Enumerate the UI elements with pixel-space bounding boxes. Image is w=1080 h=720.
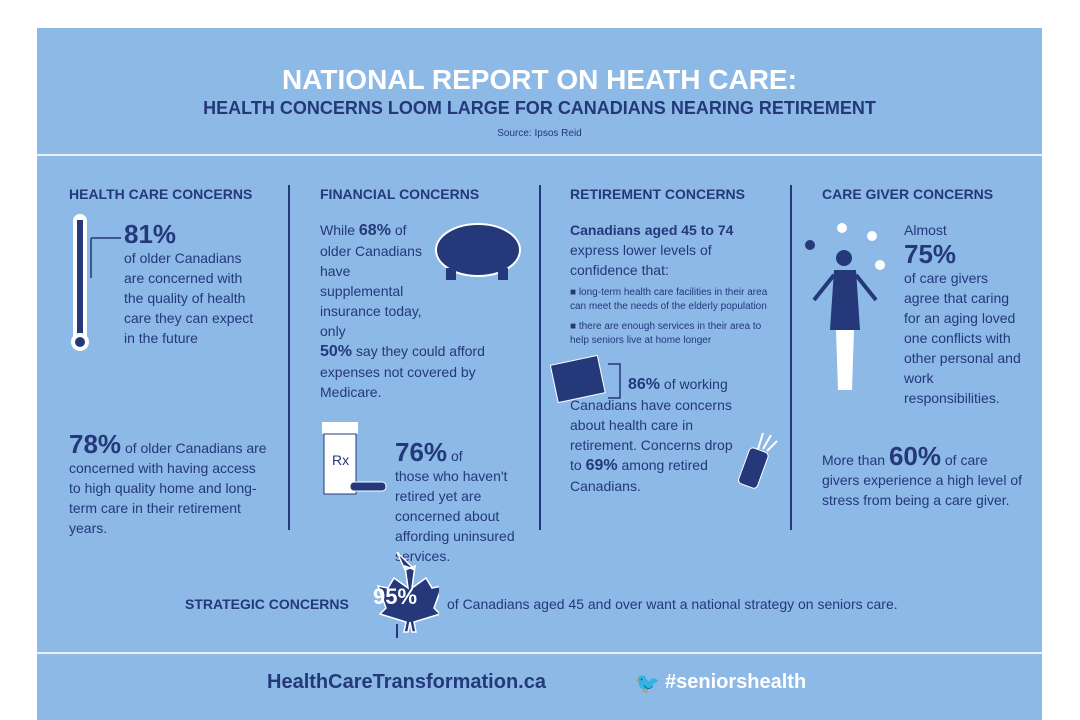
strategic-text: of Canadians aged 45 and over want a nat… [447, 596, 898, 612]
prescription-bottle-icon: Rx [322, 422, 387, 495]
financial-stat-2: 50% [320, 343, 353, 360]
maple-leaf-icon [376, 551, 439, 638]
page-subtitle: HEALTH CONCERNS LOOM LARGE FOR CANADIANS… [203, 98, 876, 118]
bullet-item: there are enough services in their area … [570, 321, 762, 346]
health-heading: HEALTH CARE CONCERNS [69, 186, 253, 202]
retirement-text-1: express lower levels of confidence that: [570, 242, 712, 278]
svg-text:Rx: Rx [332, 452, 349, 468]
hashtag[interactable]: #seniorshealth [665, 671, 807, 693]
health-care-column: HEALTH CARE CONCERNS 81% of older Canadi… [69, 186, 294, 538]
retirement-lead: Canadians aged 45 to 74 [570, 222, 734, 238]
retirement-stat-3: 69% [585, 457, 618, 474]
page-title: NATIONAL REPORT ON HEATH CARE: [282, 64, 797, 95]
health-text-1: of older Canadians are concerned with th… [124, 250, 254, 346]
divider [37, 652, 1042, 654]
financial-stat-3: 76% [395, 437, 448, 467]
caregiver-stat-2: 60% [888, 441, 941, 471]
retirement-heading: RETIREMENT CONCERNS [570, 186, 746, 202]
source: Source: Ipsos Reid [497, 128, 582, 139]
caregiver-pre-2: More than [822, 452, 886, 468]
retirement-text-2a: of working [663, 376, 728, 392]
caregiver-column: CARE GIVER CONCERNS Almost 75% of care g… [805, 186, 1047, 510]
strategic-heading: STRATEGIC CONCERNS [185, 596, 349, 612]
health-stat-2: 78% [69, 429, 122, 459]
column-divider [288, 185, 290, 530]
financial-text-3: those who haven't retired yet are concer… [395, 468, 515, 564]
website-link[interactable]: HealthCareTransformation.ca [267, 671, 546, 693]
divider [37, 154, 1042, 156]
financial-text-1: of older Canadians have supplemental ins… [320, 222, 422, 339]
financial-pre: While [320, 222, 356, 238]
thermometer-icon [71, 214, 121, 351]
retirement-text-3: among retired Canadians. [570, 457, 708, 494]
caregiver-pre: Almost [904, 222, 947, 238]
caregiver-text-2: of care givers experience a high level o… [822, 452, 1023, 508]
caregiver-heading: CARE GIVER CONCERNS [822, 186, 994, 202]
column-divider [539, 185, 541, 530]
piggy-bank-icon [435, 223, 521, 280]
caregiver-stat-1: 75% [904, 239, 957, 269]
bullet-item: long-term health care facilities in thei… [570, 287, 768, 312]
retirement-text-2: Canadians have concerns about health car… [570, 397, 733, 473]
financial-text-3a: of [450, 448, 463, 464]
financial-text-2: say they could afford expenses not cover… [320, 343, 485, 400]
infographic-panel: NATIONAL REPORT ON HEATH CARE: HEALTH CO… [37, 28, 1042, 720]
briefcase-icon [550, 354, 621, 404]
strategic-stat: 95% [373, 584, 418, 609]
column-divider [790, 185, 792, 530]
financial-stat-1: 68% [358, 222, 391, 239]
caregiver-text-1: of care givers agree that caring for an … [904, 270, 1021, 406]
health-text-2: of older Canadians are concerned with ha… [69, 440, 267, 536]
retirement-column: RETIREMENT CONCERNS Canadians aged 45 to… [550, 186, 795, 496]
juggling-caregiver-icon [805, 223, 885, 390]
twitter-icon: 🐦 [635, 673, 660, 695]
health-stat-1: 81% [124, 219, 177, 249]
retirement-stat-2: 86% [628, 376, 661, 393]
financial-heading: FINANCIAL CONCERNS [320, 186, 480, 202]
financial-column: FINANCIAL CONCERNS While 68% of older Ca… [320, 186, 545, 566]
golf-bag-icon [738, 432, 778, 489]
